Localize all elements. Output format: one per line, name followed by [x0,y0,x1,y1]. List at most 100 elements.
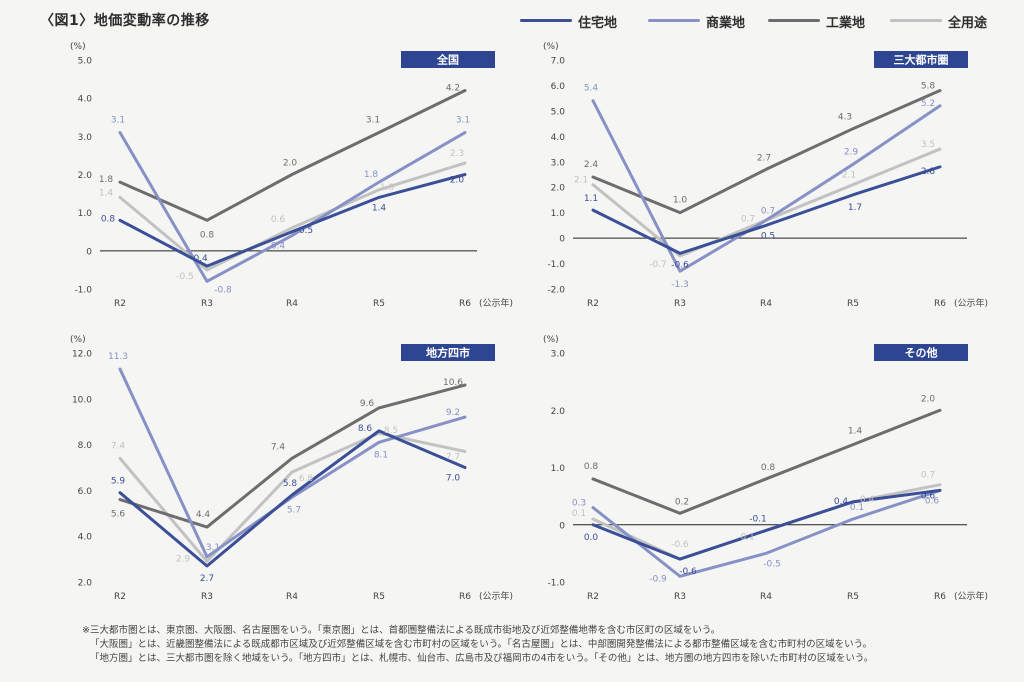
data-label: 5.8 [921,82,936,92]
data-label: -0.1 [749,514,767,524]
data-label: 7.0 [446,474,461,484]
data-label: 0.3 [572,499,586,509]
panel-title-badge [401,344,495,361]
y-tick-label: 0 [559,235,565,245]
x-tick-label: R4 [760,592,772,602]
data-label: 9.2 [446,408,460,418]
legend-label: 商業地 [706,16,746,31]
series-line-商業地 [591,488,942,578]
data-label: -0.9 [649,574,667,584]
y-tick-label: 5.0 [551,107,566,117]
chart-legend: 住宅地 商業地 工業地 全用途 [520,10,1000,31]
data-label: 3.1 [456,116,470,126]
data-label: 3.1 [366,116,380,126]
y-tick-label: 2.0 [551,184,566,194]
data-label: -1.3 [671,280,689,290]
y-tick-label: 4.0 [551,133,566,143]
data-label: 0.2 [675,497,689,507]
data-label: 2.9 [176,554,191,564]
data-label: -0.5 [176,272,194,282]
data-label: 5.6 [111,510,126,520]
footnote-line: 「地方圏」とは、三大都市圏を除く地域をいう。「地方四市」とは、札幌市、仙台市、広… [90,653,874,664]
data-label: -0.6 [679,567,697,577]
legend-label: 全用途 [948,16,988,31]
series-line-商業地 [118,367,467,559]
data-label: 0.6 [271,215,286,225]
data-label: 2.0 [283,159,298,169]
data-label: 2.7 [757,153,771,163]
x-axis-suffix: (公示年) [479,590,513,602]
legend-label: 住宅地 [578,16,618,31]
footnote-line: 「大阪圏」とは、近畿圏整備法による既成都市区域及び近郊整備区域を含む市町村の区域… [90,639,873,650]
data-label: 5.2 [921,99,935,109]
chart-panel-1: (%) 5.0 4.0 3.0 2.0 1.0 0 -1.0 R2 R3 R4 R5 R6 (公示年) 全国… [70,42,513,309]
y-tick-label: 3.0 [551,350,566,360]
x-tick-label: R6 [459,592,471,602]
legend-swatch [890,19,942,22]
series-line-住宅地 [591,488,942,561]
y-axis-unit: (%) [70,42,86,52]
x-tick-label: R6 [459,299,471,309]
data-label: 0.6 [921,491,936,501]
data-label: 0.8 [761,463,776,473]
legend-label: 工業地 [826,16,866,31]
y-tick-label: 6.0 [78,487,93,497]
y-tick-label: -1.0 [547,579,565,589]
x-tick-label: R3 [201,592,213,602]
legend-swatch [520,19,572,22]
x-tick-label: R6 [934,592,946,602]
data-label: 2.3 [450,149,464,159]
x-axis-suffix: (公示年) [954,297,988,309]
data-label: 0.6 [925,496,940,506]
panel-title: その他 [905,346,938,360]
y-tick-label: 0 [86,247,92,257]
data-label: 2.9 [844,147,859,157]
chart-panel-3: (%) 12.0 10.0 8.0 6.0 4.0 2.0 R2 R3 R4 R5 R6 (公示年) 地方… [70,335,513,602]
panel-title: 全国 [436,53,459,67]
data-label: 1.8 [99,175,114,185]
data-label: 7.4 [271,442,286,452]
y-tick-label: -1.0 [74,286,92,296]
data-label: 7.4 [111,441,126,451]
data-label: 5.4 [584,84,599,94]
data-label: 0.8 [200,230,215,240]
legend-swatch [648,19,700,22]
data-label: 10.6 [443,378,463,388]
data-label: 0.8 [584,462,599,472]
figure-title: 〈図1〉地価変動率の推移 [40,13,210,29]
x-tick-label: R2 [587,299,599,309]
y-tick-label: 2.0 [551,407,566,417]
data-label: 0.7 [741,214,755,224]
y-tick-label: 1.0 [551,464,566,474]
y-tick-label: 6.0 [551,82,566,92]
footnote-line: ※三大都市圏とは、東京圏、大阪圏、名古屋圏をいう。「東京圏」とは、首都圏整備法に… [82,625,721,636]
series-line-商業地 [118,131,467,283]
y-tick-label: 5.0 [78,57,93,67]
data-label: -0.7 [649,260,667,270]
data-label: 0.5 [761,231,775,241]
data-label: 4.4 [196,510,211,520]
data-label: 5.9 [111,477,126,487]
data-label: 2.0 [921,394,936,404]
data-label: -0.5 [763,559,781,569]
x-tick-label: R5 [847,592,859,602]
data-label: 8.5 [384,426,398,436]
x-axis-suffix: (公示年) [479,297,513,309]
data-label: 5.7 [287,505,301,515]
data-label: 9.6 [360,399,375,409]
y-axis-unit: (%) [543,335,559,345]
chart-panel-4: (%) 3.0 2.0 1.0 0 -1.0 R2 R3 R4 R5 R6 (公示年) その他 0.0 -0… [543,335,988,602]
footnotes: ※三大都市圏とは、東京圏、大阪圏、名古屋圏をいう。「東京圏」とは、首都圏整備法に… [82,624,1012,666]
data-label: 11.3 [108,352,128,362]
y-tick-label: 10.0 [72,395,92,405]
panel-title-badge [874,344,968,361]
data-label: 8.1 [374,450,388,460]
x-axis-suffix: (公示年) [954,590,988,602]
data-label: 0.4 [834,497,849,507]
data-label: 1.1 [584,194,598,204]
series-line-住宅地 [591,165,942,255]
series-line-工業地 [118,89,467,222]
data-label: 3.1 [206,543,220,553]
series-line-全用途 [118,161,467,272]
